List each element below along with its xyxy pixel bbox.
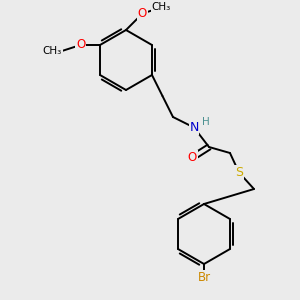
Text: H: H — [202, 117, 210, 127]
Text: O: O — [76, 38, 85, 52]
Text: Br: Br — [197, 271, 211, 284]
Text: O: O — [138, 7, 147, 20]
Text: S: S — [235, 166, 243, 179]
Text: O: O — [188, 151, 197, 164]
Text: CH₃: CH₃ — [43, 46, 62, 56]
Text: N: N — [189, 121, 199, 134]
Text: CH₃: CH₃ — [152, 2, 171, 13]
